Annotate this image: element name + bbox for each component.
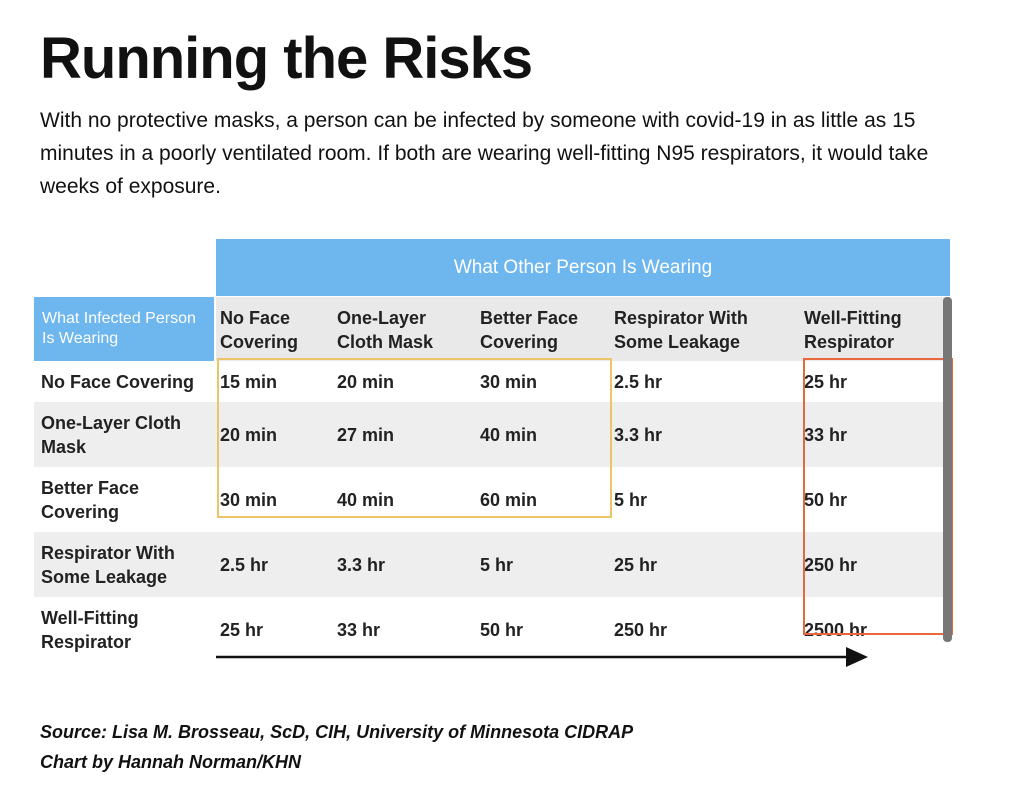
source-credit: Source: Lisa M. Brosseau, ScD, CIH, Univ… <box>40 722 634 742</box>
column-header-band <box>216 297 950 361</box>
table-cell: 40 min <box>480 424 538 445</box>
table-cell: 30 min <box>480 372 538 392</box>
row-label: Respirator With Some Leakage <box>41 542 175 587</box>
table-cell: 27 min <box>337 424 395 445</box>
table-cell: 30 min <box>220 489 278 510</box>
highlight-low-protection <box>217 358 612 518</box>
scrollbar-track <box>943 297 952 642</box>
chart-credit: Chart by Hannah Norman/KHN <box>40 752 302 772</box>
row-label: No Face Covering <box>41 372 195 392</box>
row-header-label: What Infected Person Is Wearing <box>42 310 196 347</box>
row-band <box>34 402 950 467</box>
table-cell: 60 min <box>480 489 538 510</box>
row-header-cell: What Infected Person Is Wearing <box>34 297 214 361</box>
column-header: Better Face Covering <box>480 308 579 352</box>
row-label: Well-Fitting Respirator <box>41 607 139 652</box>
table-cell: 20 min <box>220 424 278 445</box>
table-cell: 33 hr <box>804 424 848 445</box>
direction-arrow-icon <box>216 647 868 667</box>
row-label: One-Layer Cloth Mask <box>41 412 182 457</box>
arrow-head <box>846 647 868 667</box>
table-cell: 20 min <box>337 372 395 392</box>
table-cell: 40 min <box>337 489 395 510</box>
table-cell: 250 hr <box>804 554 858 575</box>
column-header: Well-Fitting Respirator <box>804 308 902 352</box>
table-cell: 50 hr <box>480 619 524 640</box>
page-subtitle: With no protective masks, a person can b… <box>40 109 929 198</box>
table-cell: 25 hr <box>220 619 264 640</box>
table-cell: 25 hr <box>614 554 658 575</box>
column-group-header: What Other Person Is Wearing <box>216 239 950 296</box>
table-cell: 250 hr <box>614 619 668 640</box>
row-band <box>34 532 950 597</box>
table-cell: 3.3 hr <box>614 424 663 445</box>
table-cell: 5 hr <box>614 489 648 510</box>
table-cell: 2.5 hr <box>614 372 663 392</box>
table-cell: 50 hr <box>804 489 848 510</box>
column-header: One-Layer Cloth Mask <box>337 308 434 352</box>
table-cell: 2.5 hr <box>220 554 269 575</box>
table-cell: 33 hr <box>337 619 381 640</box>
column-header: No Face Covering <box>220 308 299 352</box>
column-group-label: What Other Person Is Wearing <box>453 256 713 278</box>
row-label: Better Face Covering <box>41 477 140 522</box>
highlight-well-fitting-column <box>803 358 953 635</box>
table-cell: 25 hr <box>804 372 848 392</box>
page-title: Running the Risks <box>40 26 533 91</box>
table-cell: 15 min <box>220 372 278 392</box>
table-cell: 3.3 hr <box>337 554 386 575</box>
table-cell: 5 hr <box>480 554 514 575</box>
column-header: Respirator With Some Leakage <box>614 308 748 352</box>
